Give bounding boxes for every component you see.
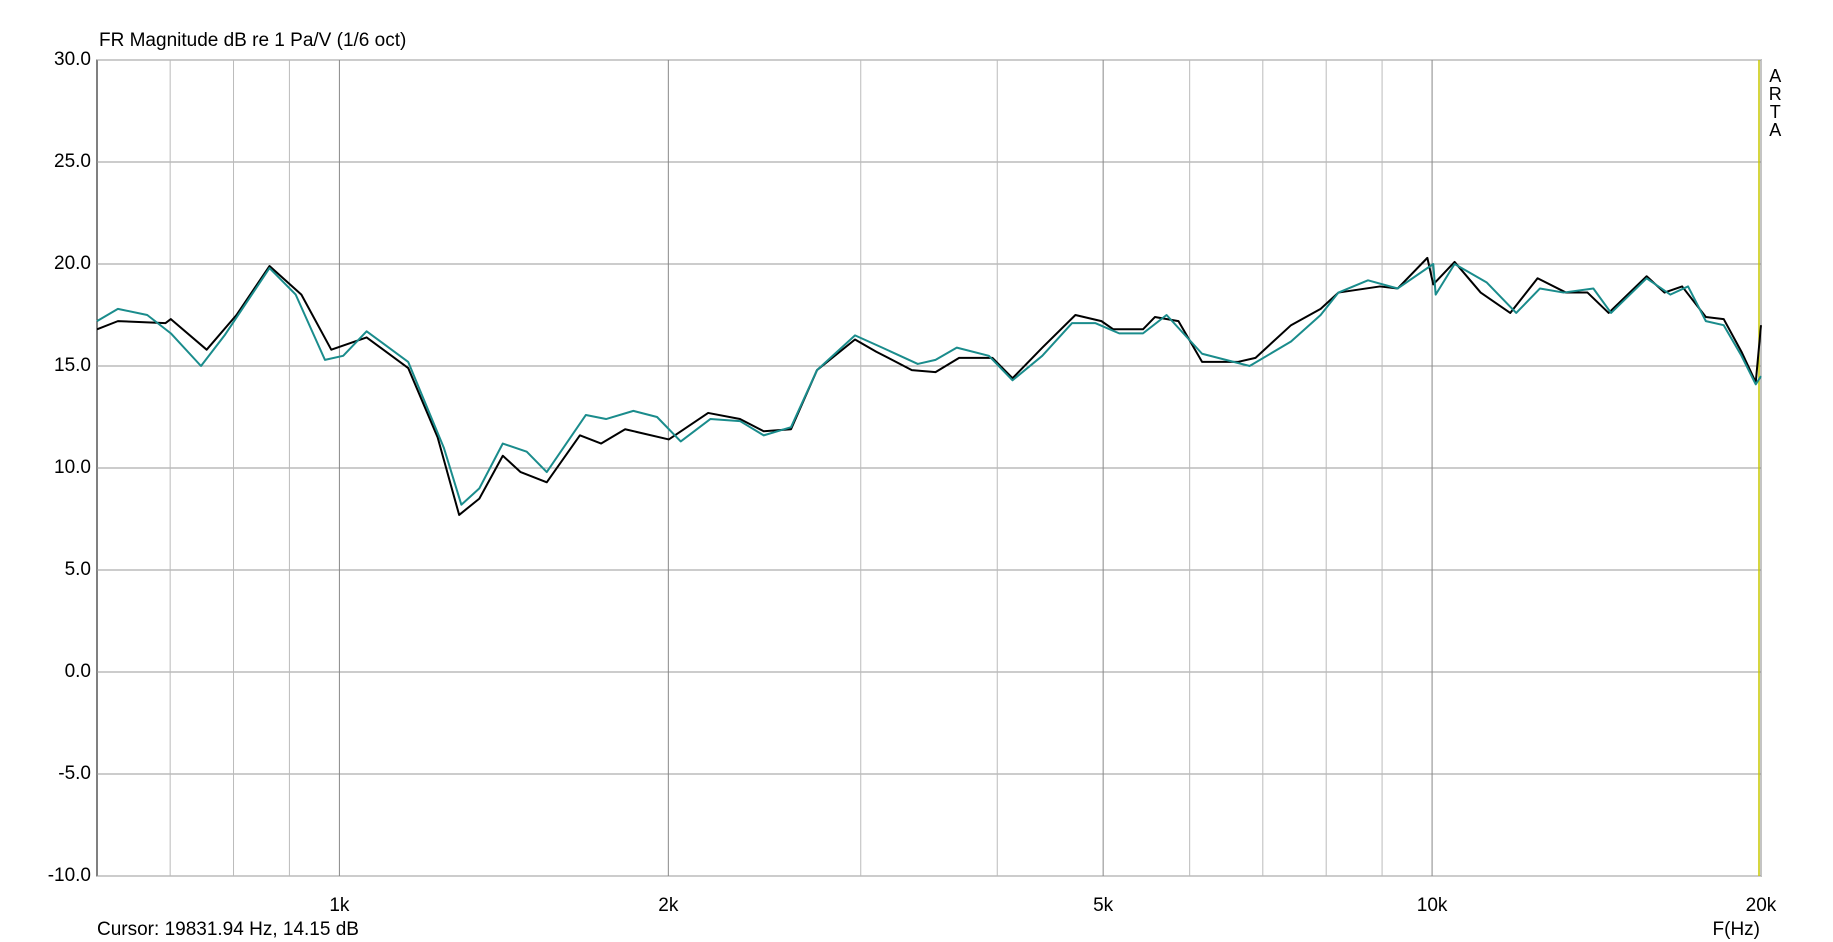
chart-title: FR Magnitude dB re 1 Pa/V (1/6 oct) <box>99 30 406 51</box>
x-tick-label: 10k <box>1417 895 1448 916</box>
x-tick-label: 2k <box>658 895 679 916</box>
y-tick-label: -5.0 <box>58 763 91 784</box>
series-line <box>96 263 1762 506</box>
x-tick-label: 20k <box>1746 895 1777 916</box>
cursor-readout: Cursor: 19831.94 Hz, 14.15 dB <box>97 919 359 940</box>
y-tick-label: 5.0 <box>65 559 91 580</box>
y-tick-label: 30.0 <box>54 49 91 70</box>
y-tick-label: -10.0 <box>48 865 91 886</box>
y-tick-label: 10.0 <box>54 457 91 478</box>
y-tick-label: 15.0 <box>54 355 91 376</box>
x-axis-label: F(Hz) <box>1713 919 1760 940</box>
y-tick-label: 25.0 <box>54 151 91 172</box>
watermark: ARTA <box>1765 66 1785 138</box>
y-tick-label: 0.0 <box>65 661 91 682</box>
x-tick-label: 1k <box>329 895 350 916</box>
x-tick-label: 5k <box>1093 895 1114 916</box>
series-line <box>96 256 1762 516</box>
y-tick-label: 20.0 <box>54 253 91 274</box>
